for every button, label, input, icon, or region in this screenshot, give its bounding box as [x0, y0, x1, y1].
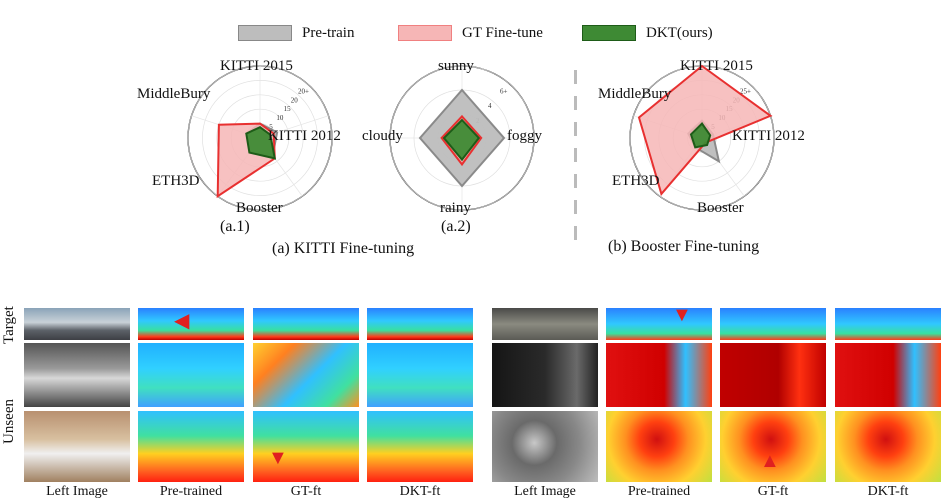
depth-map-pretrained: [606, 411, 712, 482]
tick-label: 20+: [298, 87, 309, 95]
red-arrow-icon: ▼: [268, 447, 288, 469]
depth-map-dktft: [835, 411, 941, 482]
depth-map-dktft: [835, 308, 941, 340]
separator: [574, 148, 577, 162]
depth-map-gtft: [720, 411, 826, 482]
separator: [574, 200, 577, 214]
axis-label: cloudy: [362, 128, 403, 144]
legend-swatch: [582, 25, 636, 41]
axis-label: KITTI 2015: [220, 58, 293, 74]
legend-gt-finetune: GT Fine-tune: [398, 24, 543, 42]
axis-label: ETH3D: [152, 173, 200, 189]
left-image: [24, 411, 130, 482]
axis-label: KITTI 2015: [680, 58, 753, 74]
depth-map-pretrained: [138, 343, 244, 407]
left-image: [492, 308, 598, 340]
tick-label: 5: [269, 123, 273, 131]
depth-map-gtft: [253, 411, 359, 482]
row-label-unseen: Unseen: [1, 399, 17, 444]
axis-label: ETH3D: [612, 173, 660, 189]
series-polygon-dkt-ours-: [689, 122, 712, 149]
axis-label: rainy: [440, 200, 471, 216]
axis-label: sunny: [438, 58, 474, 74]
left-image: [24, 308, 130, 340]
axis-label: Booster: [697, 200, 744, 216]
legend-label: Pre-train: [302, 24, 355, 41]
depth-map-pretrained: [138, 308, 244, 340]
axis-label: KITTI 2012: [732, 128, 805, 144]
column-header: DKT-ft: [867, 484, 909, 499]
left-image: [24, 343, 130, 407]
series-polygon-dkt-ours-: [442, 118, 481, 162]
axis-label: MiddleBury: [137, 86, 211, 102]
column-header: Left Image: [514, 484, 576, 499]
axis-label: Booster: [236, 200, 283, 216]
separator: [574, 96, 577, 110]
legend-label: DKT(ours): [646, 24, 713, 41]
sub-label-a2: (a.2): [441, 218, 471, 235]
tick-label: 6+: [500, 87, 508, 95]
depth-map-pretrained: [606, 343, 712, 407]
separator: [574, 174, 577, 188]
column-header: GT-ft: [757, 484, 789, 499]
depth-map-gtft: [253, 343, 359, 407]
tick-label: 25+: [740, 87, 751, 95]
depth-map-gtft: [720, 343, 826, 407]
separator: [574, 226, 577, 240]
red-arrow-icon: ▼: [672, 304, 692, 326]
tick-label: 20: [291, 96, 299, 104]
caption-b: (b) Booster Fine-tuning: [608, 238, 760, 255]
legend-label: GT Fine-tune: [462, 24, 543, 41]
column-header: Pre-trained: [627, 484, 691, 499]
left-image: [492, 343, 598, 407]
column-header: Left Image: [46, 484, 108, 499]
column-header: Pre-trained: [159, 484, 223, 499]
red-arrow-icon: ◀: [174, 310, 190, 332]
depth-map-pretrained: [138, 411, 244, 482]
series-polygon-dkt-ours-: [245, 126, 277, 160]
depth-map-dktft: [367, 343, 473, 407]
axis-label: MiddleBury: [598, 86, 672, 102]
axis-label: foggy: [507, 128, 542, 144]
radar-chart-b: 510152025+: [629, 64, 775, 211]
depth-map-pretrained: [606, 308, 712, 340]
separator: [574, 70, 577, 84]
sub-label-a1: (a.1): [220, 218, 250, 235]
axis-label: KITTI 2012: [268, 128, 341, 144]
legend-swatch: [398, 25, 452, 41]
column-header: DKT-ft: [399, 484, 441, 499]
depth-map-dktft: [367, 411, 473, 482]
legend-pretrain: Pre-train: [238, 24, 354, 42]
radar-chart-a2: 246+: [389, 65, 535, 211]
left-image: [492, 411, 598, 482]
depth-map-gtft: [253, 308, 359, 340]
caption-a: (a) KITTI Fine-tuning: [272, 240, 415, 257]
row-label-target: Target: [1, 306, 17, 344]
depth-map-dktft: [835, 343, 941, 407]
tick-label: 15: [284, 105, 292, 113]
legend-swatch: [238, 25, 292, 41]
tick-label: 10: [276, 114, 284, 122]
tick-label: 4: [488, 102, 492, 110]
depth-map-dktft: [367, 308, 473, 340]
legend-dkt: DKT(ours): [582, 24, 713, 42]
separator: [574, 122, 577, 136]
red-arrow-icon: ▲: [760, 450, 780, 472]
column-header: GT-ft: [290, 484, 322, 499]
depth-map-gtft: [720, 308, 826, 340]
